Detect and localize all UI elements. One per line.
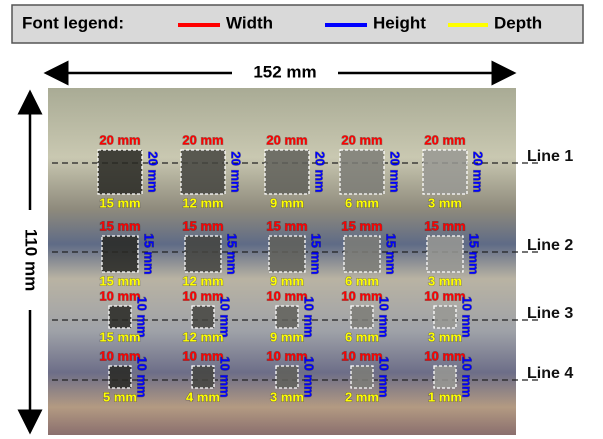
depth-label: 3 mm: [270, 389, 304, 404]
height-label: 15 mm: [467, 233, 482, 274]
depth-label: 4 mm: [186, 389, 220, 404]
depth-label: 12 mm: [182, 195, 223, 210]
width-label: 10 mm: [341, 288, 382, 303]
width-label: 15 mm: [266, 218, 307, 233]
height-label: 15 mm: [309, 233, 324, 274]
width-label: 20 mm: [341, 132, 382, 147]
width-label: 10 mm: [341, 348, 382, 363]
width-label: 15 mm: [182, 218, 223, 233]
width-label: 10 mm: [266, 348, 307, 363]
height-label: 15 mm: [384, 233, 399, 274]
depth-label: 6 mm: [345, 329, 379, 344]
width-label: 10 mm: [424, 288, 465, 303]
width-label: 10 mm: [182, 288, 223, 303]
height-label: 20 mm: [229, 151, 244, 192]
hole: [351, 306, 373, 328]
depth-label: 12 mm: [182, 273, 223, 288]
depth-label: 3 mm: [428, 195, 462, 210]
hole: [265, 150, 309, 194]
height-label: 20 mm: [313, 151, 328, 192]
hole: [98, 150, 142, 194]
depth-label: 3 mm: [428, 329, 462, 344]
hole: [276, 366, 298, 388]
legend-label: Height: [373, 13, 426, 32]
depth-label: 2 mm: [345, 389, 379, 404]
hole: [344, 236, 380, 272]
width-label: 20 mm: [266, 132, 307, 147]
hole: [109, 306, 131, 328]
depth-label: 15 mm: [99, 329, 140, 344]
height-dimension: 110 mm: [22, 229, 41, 291]
hole: [427, 236, 463, 272]
legend-label: Width: [226, 13, 273, 32]
depth-label: 5 mm: [103, 389, 137, 404]
hole: [185, 236, 221, 272]
width-label: 15 mm: [99, 218, 140, 233]
width-label: 15 mm: [341, 218, 382, 233]
depth-label: 6 mm: [345, 273, 379, 288]
height-label: 15 mm: [225, 233, 240, 274]
width-label: 10 mm: [424, 348, 465, 363]
line-label: Line 3: [527, 305, 573, 322]
legend-label: Depth: [494, 13, 542, 32]
depth-label: 1 mm: [428, 389, 462, 404]
depth-label: 15 mm: [99, 273, 140, 288]
width-label: 10 mm: [99, 348, 140, 363]
hole: [340, 150, 384, 194]
line-label: Line 2: [527, 237, 573, 254]
hole: [109, 366, 131, 388]
legend-title: Font legend:: [22, 13, 124, 32]
hole: [434, 366, 456, 388]
hole: [434, 306, 456, 328]
height-label: 15 mm: [142, 233, 157, 274]
width-label: 20 mm: [182, 132, 223, 147]
width-label: 15 mm: [424, 218, 465, 233]
depth-label: 3 mm: [428, 273, 462, 288]
height-label: 20 mm: [146, 151, 161, 192]
depth-label: 6 mm: [345, 195, 379, 210]
hole: [276, 306, 298, 328]
depth-label: 9 mm: [270, 329, 304, 344]
height-label: 20 mm: [471, 151, 486, 192]
line-label: Line 4: [527, 365, 573, 382]
width-label: 10 mm: [99, 288, 140, 303]
depth-label: 15 mm: [99, 195, 140, 210]
width-label: 10 mm: [182, 348, 223, 363]
hole: [351, 366, 373, 388]
hole: [192, 366, 214, 388]
width-label: 20 mm: [99, 132, 140, 147]
hole: [423, 150, 467, 194]
page: Font legend: Width Height Depth 152 mm 110…: [0, 0, 603, 439]
figure: Font legend: Width Height Depth 152 mm 110…: [0, 0, 603, 439]
line-label: Line 1: [527, 148, 573, 165]
depth-label: 12 mm: [182, 329, 223, 344]
hole: [102, 236, 138, 272]
width-label: 10 mm: [266, 288, 307, 303]
depth-label: 9 mm: [270, 195, 304, 210]
height-label: 20 mm: [388, 151, 403, 192]
hole: [269, 236, 305, 272]
hole: [192, 306, 214, 328]
hole: [181, 150, 225, 194]
width-label: 20 mm: [424, 132, 465, 147]
depth-label: 9 mm: [270, 273, 304, 288]
width-dimension: 152 mm: [253, 62, 316, 81]
